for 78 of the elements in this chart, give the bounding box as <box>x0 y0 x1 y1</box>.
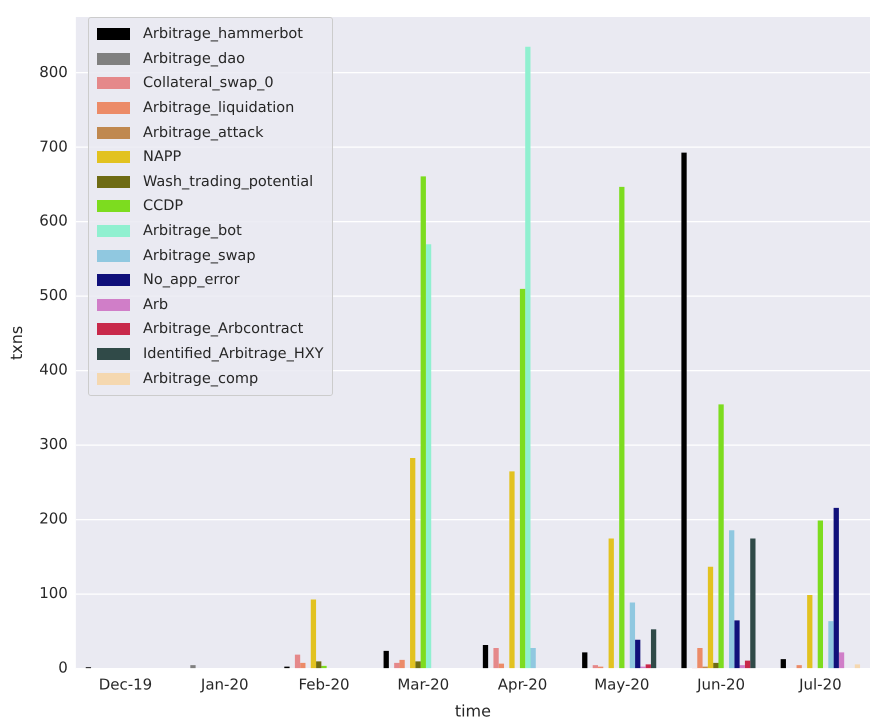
bar <box>482 644 488 668</box>
bar <box>530 648 536 668</box>
x-tick-label: Jun-20 <box>696 676 746 694</box>
bar <box>630 602 636 668</box>
y-tick-label: 300 <box>39 435 68 454</box>
legend-label: Arb <box>143 296 168 313</box>
legend-label: Arbitrage_Arbcontract <box>143 321 304 338</box>
x-axis-title: time <box>454 702 491 721</box>
x-tick-label: May-20 <box>594 676 650 694</box>
bar <box>834 508 839 668</box>
bar <box>582 652 588 668</box>
bar <box>744 660 750 668</box>
legend-label: Arbitrage_attack <box>143 124 264 141</box>
bar <box>713 662 718 668</box>
y-axis-title: txns <box>6 326 26 360</box>
legend-label: CCDP <box>143 198 184 214</box>
bar <box>592 665 598 668</box>
bar <box>619 186 624 668</box>
y-tick-label: 0 <box>58 658 68 677</box>
x-tick-label: Jan-20 <box>200 676 249 694</box>
bar <box>697 648 703 668</box>
legend-label: NAPP <box>143 149 182 166</box>
legend-label: Arbitrage_swap <box>143 248 256 264</box>
y-tick-label: 100 <box>39 584 68 602</box>
bar <box>646 664 651 668</box>
y-tick-label: 200 <box>39 510 68 528</box>
bar <box>818 520 824 668</box>
bar <box>426 244 432 668</box>
legend-label: Identified_Arbitrage_HXY <box>143 346 324 362</box>
legend-label: Collateral_swap_0 <box>143 75 274 92</box>
y-tick-label: 800 <box>39 62 68 81</box>
bar <box>294 654 300 668</box>
bar <box>734 620 740 668</box>
bar <box>384 650 389 668</box>
bar <box>509 471 515 668</box>
y-tick-label: 700 <box>39 137 68 156</box>
bar <box>310 600 316 668</box>
legend-label: Arbitrage_liquidation <box>143 100 294 116</box>
x-tick-label: Mar-20 <box>397 676 450 694</box>
bar <box>399 660 405 668</box>
legend-label: Arbitrage_comp <box>143 370 258 387</box>
bar <box>608 538 614 668</box>
bar <box>780 659 786 668</box>
bar <box>394 662 400 668</box>
y-tick-label: 600 <box>39 212 68 230</box>
bar <box>708 566 714 668</box>
y-tick-label: 400 <box>39 360 68 379</box>
bar <box>493 648 499 668</box>
x-tick-label: Jul-20 <box>798 676 842 694</box>
bar <box>796 665 802 668</box>
x-tick-label: Dec-19 <box>98 676 152 694</box>
bar <box>420 176 426 668</box>
bar <box>740 665 745 668</box>
bar <box>681 152 687 668</box>
bar <box>838 652 844 668</box>
legend-label: Arbitrage_dao <box>143 50 245 67</box>
bar <box>300 662 306 668</box>
bar <box>828 621 834 668</box>
bar <box>498 664 504 668</box>
bar <box>650 629 656 668</box>
bar <box>415 661 421 668</box>
bar <box>525 46 530 668</box>
bar <box>718 404 724 668</box>
x-tick-label: Apr-20 <box>498 676 548 694</box>
bar <box>316 661 322 668</box>
bar <box>729 530 734 668</box>
legend-label: No_app_error <box>143 272 240 288</box>
bar <box>635 640 640 668</box>
bar <box>750 538 756 668</box>
legend-label: Wash_trading_potential <box>143 174 314 190</box>
legend-label: Arbitrage_bot <box>143 223 242 240</box>
bar <box>520 288 526 668</box>
bar <box>190 665 196 668</box>
y-tick-label: 500 <box>39 286 68 304</box>
legend-label: Arbitrage_hammerbot <box>143 26 303 42</box>
bar <box>410 458 416 668</box>
x-tick-label: Feb-20 <box>298 676 350 694</box>
bar <box>807 595 812 668</box>
